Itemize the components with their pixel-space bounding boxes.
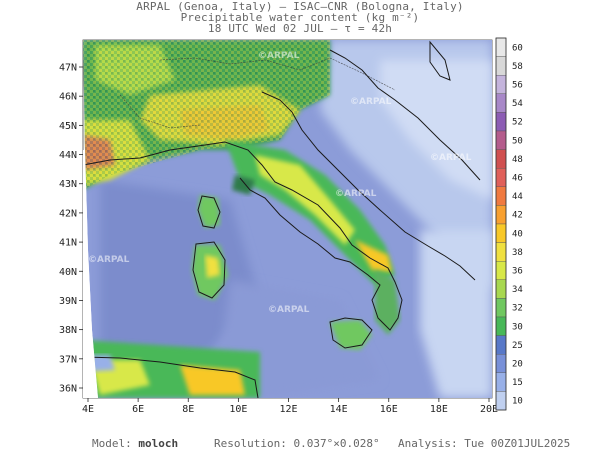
colorbar-label: 36 [512,267,523,277]
watermark: ©ARPAL [350,97,392,107]
analysis-label: Analysis: [398,437,458,450]
lat-tick-label: 37N [59,354,77,365]
lon-tick-label: 4E [82,404,94,415]
watermark: ©ARPAL [88,255,130,265]
borders [119,57,396,129]
lon-tick-label: 18E [430,404,448,415]
colorbar-swatch [495,298,507,318]
lon-tick-label: 10E [229,404,247,415]
colorbar-label: 30 [512,322,523,332]
lat-tick-label: 38N [59,325,77,336]
colorbar-frame [495,37,507,411]
header-variable-line: Precipitable water content (kg m⁻²) [180,11,420,24]
colorbar-label: 40 [512,229,523,239]
colorbar-label: 50 [512,136,523,146]
watermark: ©ARPAL [430,153,472,163]
colorbar-swatch [495,391,507,411]
colorbar-swatch [495,74,507,94]
lat-tick-label: 39N [59,296,77,307]
colorbar-swatch [495,186,507,206]
watermark: ©ARPAL [335,189,377,199]
lon-tick-label: 16E [380,404,398,415]
lon-tick-label: 20E [480,404,498,415]
colorbar-label: 32 [512,304,523,314]
model-label: Model: [92,437,132,450]
lon-tick-label: 6E [132,404,144,415]
colorbar-label: 60 [512,43,523,53]
colorbar-label: 44 [512,192,523,202]
colorbar-label: 52 [512,118,523,128]
longitude-ticks: 4E 6E 8E 10E 12E 14E 16E 18E 20E [82,398,498,415]
colorbar-label: 20 [512,360,523,370]
colorbar-swatch [495,167,507,187]
colorbar-swatch [495,56,507,76]
colorbar-label: 58 [512,62,523,72]
colorbar: 60 58 56 54 52 50 48 46 44 42 40 38 36 34 32 30 25 20 15 10 [495,37,523,411]
header-source-line: ARPAL (Genoa, Italy) — ISAC–CNR (Bologna… [136,0,464,13]
colorbar-label: 54 [512,99,523,109]
colorbar-label: 15 [512,378,523,388]
colorbar-swatch [495,242,507,262]
colorbar-swatch [495,335,507,355]
watermark: ©ARPAL [258,51,300,61]
colorbar-label: 25 [512,341,523,351]
colorbar-swatch [495,261,507,281]
lon-tick-label: 12E [279,404,297,415]
colorbar-swatch [495,223,507,243]
colorbar-label: 34 [512,285,523,295]
model-value: moloch [138,437,179,450]
lat-tick-label: 42N [59,208,77,219]
watermark: ©ARPAL [268,305,310,315]
colorbar-swatch [495,130,507,150]
colorbar-swatch [495,93,507,113]
lat-tick-label: 40N [59,267,77,278]
latitude-ticks: 47N 46N 45N 44N 43N 42N 41N 40N 39N 38N 37N 36N [59,63,83,395]
colorbar-label: 42 [512,211,523,221]
field-layer: ©ARPAL ©ARPAL ©ARPAL ©ARPAL ©ARPAL ©ARPA… [83,40,492,398]
coastlines [83,40,481,398]
colorbar-swatch [495,316,507,336]
colorbar-swatch [495,279,507,299]
lat-tick-label: 47N [59,63,77,74]
resolution-label: Resolution: [214,437,287,450]
lat-tick-label: 44N [59,150,77,161]
lat-tick-label: 41N [59,238,77,249]
colorbar-swatch [495,372,507,392]
colorbar-label: 46 [512,174,523,184]
analysis-value: Tue 00Z01JUL2025 [464,437,571,450]
colorbar-swatch [495,37,507,57]
resolution-value: 0.037°×0.028° [293,437,380,450]
lat-tick-label: 43N [59,179,77,190]
colorbar-swatch [495,112,507,132]
colorbar-swatch [495,205,507,225]
colorbar-label: 56 [512,81,523,91]
colorbar-swatch [495,354,507,374]
lon-tick-label: 8E [182,404,194,415]
colorbar-swatch [495,149,507,169]
lat-tick-label: 46N [59,92,77,103]
colorbar-label: 38 [512,248,523,258]
lon-tick-label: 14E [330,404,348,415]
header-time-line: 18 UTC Wed 02 JUL — τ = 42h [207,22,393,35]
colorbar-label: 10 [512,397,523,407]
colorbar-label: 48 [512,155,523,165]
lat-tick-label: 45N [59,121,77,132]
lat-tick-label: 36N [59,384,77,395]
